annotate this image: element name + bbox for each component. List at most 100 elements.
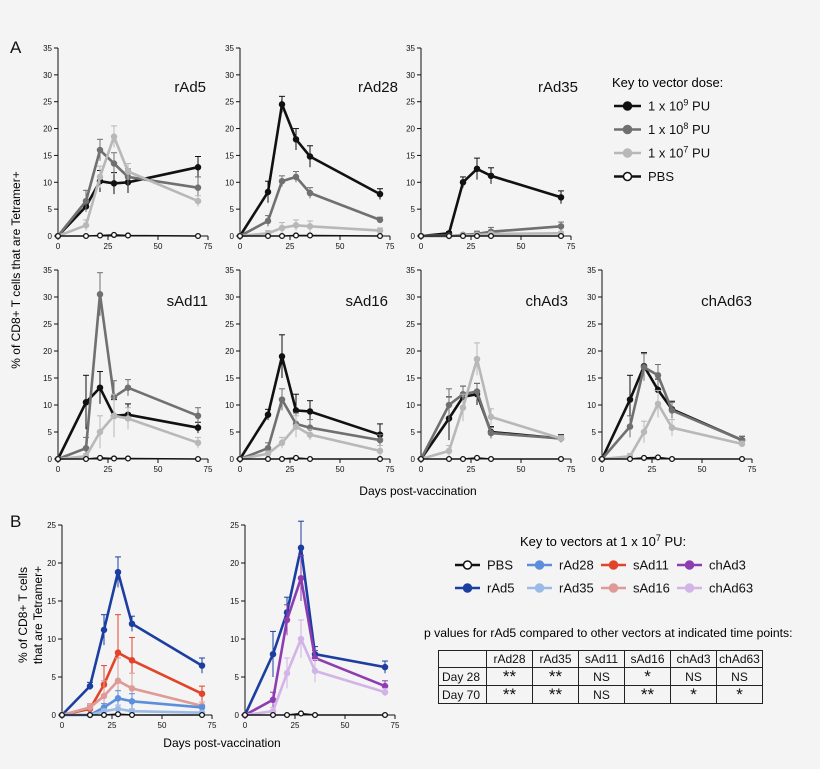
vector-legend-label: sAd11 [633, 558, 669, 573]
y-tick-label: 10 [587, 401, 596, 410]
data-point [82, 232, 90, 240]
data-point [128, 657, 136, 664]
vector-legend-item: sAd16 [601, 581, 670, 596]
x-tick-label: 0 [419, 242, 424, 251]
data-point [668, 455, 676, 463]
panel-label-b: B [10, 512, 21, 531]
data-point [110, 180, 118, 187]
series-line [240, 234, 381, 237]
data-point [58, 711, 66, 719]
data-point [445, 401, 453, 409]
series-chad63 [241, 619, 389, 719]
y-tick-label: 30 [406, 71, 415, 80]
vector-legend-item: sAd11 [601, 558, 669, 573]
series-line [239, 223, 381, 238]
series-line [62, 713, 202, 716]
y-tick-label: 0 [235, 711, 240, 720]
data-point [124, 168, 132, 175]
y-tick-label: 20 [406, 125, 415, 134]
pvalues-cell: ** [532, 685, 579, 704]
data-point [376, 227, 384, 234]
data-point [668, 424, 676, 431]
data-point [264, 450, 272, 457]
data-point [114, 568, 122, 576]
y-axis-label-b-line2: that are Tetramer+ [31, 566, 45, 664]
pvalues-cell: ** [486, 685, 533, 704]
pvalues-header-row: rAd28 rAd35 sAd11 sAd16 chAd3 chAd63 [438, 650, 763, 668]
y-tick-label: 10 [225, 401, 234, 410]
data-point [194, 424, 202, 431]
series-2 [417, 342, 565, 463]
data-point [236, 232, 244, 240]
x-tick-label: 25 [286, 465, 295, 474]
series-3 [417, 454, 565, 463]
data-point [82, 455, 90, 463]
series-line [239, 424, 381, 461]
data-point [96, 291, 104, 298]
data-point [194, 412, 202, 420]
series-1 [598, 353, 746, 463]
data-point [114, 711, 122, 718]
data-point [376, 232, 384, 240]
y-tick-label: 0 [48, 232, 53, 241]
series-line [57, 132, 199, 238]
pvalues-cell: * [624, 667, 671, 686]
chart-rad5: 0 5 10 15 20 25 30 35 0 25 50 75 rAd5 [43, 44, 213, 251]
y-tick-label: 5 [411, 205, 416, 214]
data-point [114, 677, 122, 685]
chart-rad28: 0 5 10 15 20 25 30 35 0 25 50 75 rAd28 [225, 44, 398, 251]
vector-legend-label: chAd63 [709, 581, 753, 596]
data-point [278, 353, 286, 360]
table-row: Day 28 ** ** NS * NS NS [438, 667, 763, 686]
data-point [459, 404, 467, 411]
legend-marker [684, 560, 695, 570]
data-point [487, 413, 495, 421]
data-point [283, 711, 291, 719]
series-rad5 [241, 520, 389, 719]
y-tick-label: 15 [406, 151, 415, 160]
data-point [278, 396, 286, 403]
data-point [264, 217, 272, 225]
data-point [128, 685, 136, 692]
pvalues-col-header: rAd28 [486, 650, 533, 668]
pvalues-row-label: Day 70 [438, 685, 487, 704]
vector-legend: Key to vectors at 1 x 107 PU: PBS rAd28 sA… [455, 533, 753, 596]
x-tick-label: 50 [341, 721, 350, 730]
data-point [198, 711, 206, 719]
series-line [244, 577, 386, 717]
data-point [278, 177, 286, 185]
data-point [100, 626, 108, 634]
data-point [128, 698, 136, 705]
pvalues-cell: ** [532, 667, 579, 686]
data-point [654, 454, 662, 461]
data-point [306, 232, 314, 239]
x-tick-label: 0 [238, 242, 243, 251]
chart-title: rAd5 [174, 79, 206, 96]
y-tick-label: 35 [225, 44, 234, 53]
y-tick-label: 15 [406, 374, 415, 383]
y-tick-label: 35 [225, 266, 234, 275]
chart-title: rAd35 [538, 79, 578, 96]
series-3 [598, 454, 746, 463]
y-tick-label: 10 [225, 178, 234, 187]
data-point [292, 222, 300, 229]
x-tick-label: 25 [648, 465, 657, 474]
series-1 [236, 388, 384, 463]
dose-legend-title: Key to vector dose: [612, 75, 723, 90]
data-point [311, 711, 319, 719]
data-point [96, 428, 104, 436]
series-line [57, 294, 199, 461]
data-point [487, 232, 495, 240]
x-tick-label: 25 [467, 242, 476, 251]
series-line [240, 457, 380, 460]
y-tick-label: 30 [406, 293, 415, 302]
data-point [292, 173, 300, 181]
y-tick-label: 10 [47, 635, 56, 644]
y-tick-label: 25 [225, 320, 234, 329]
pvalues-cell: ** [624, 685, 671, 704]
data-point [194, 163, 202, 171]
data-point [738, 455, 746, 463]
y-tick-label: 25 [230, 521, 239, 530]
y-tick-label: 25 [43, 320, 52, 329]
chart-title: rAd28 [358, 79, 398, 96]
